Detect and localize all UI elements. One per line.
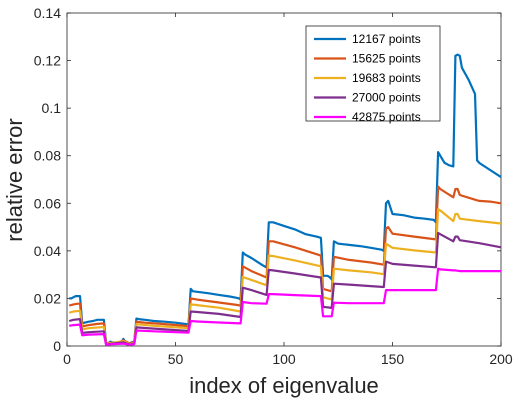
y-tick-label: 0.04 bbox=[34, 243, 61, 259]
y-tick-label: 0.06 bbox=[34, 195, 61, 211]
x-tick-label: 100 bbox=[272, 351, 296, 367]
x-tick-label: 150 bbox=[381, 351, 405, 367]
series-line-5 bbox=[69, 267, 501, 346]
y-axis-label: relative error bbox=[2, 118, 27, 241]
x-axis-label: index of eigenvalue bbox=[189, 373, 379, 398]
legend-entry: 15625 points bbox=[352, 52, 421, 66]
legend-box bbox=[305, 25, 441, 122]
legend: 12167 points 15625 points 19683 points 2700… bbox=[305, 25, 441, 124]
y-tick-label: 0.02 bbox=[34, 290, 61, 306]
y-tick-label: 0 bbox=[53, 338, 61, 354]
x-tick-label: 0 bbox=[63, 351, 71, 367]
y-tick-label: 0.12 bbox=[34, 53, 61, 69]
y-tick-label: 0.08 bbox=[34, 148, 61, 164]
x-tick-label: 200 bbox=[489, 351, 513, 367]
legend-entry: 19683 points bbox=[352, 71, 421, 85]
y-tick-label: 0.14 bbox=[34, 5, 61, 21]
legend-entry: 12167 points bbox=[352, 32, 421, 46]
legend-entry: 27000 points bbox=[352, 91, 421, 105]
y-tick-label: 0.1 bbox=[42, 100, 62, 116]
axis-ticks: 0 50 100 150 200 0 0.02 0.04 0.06 0.08 0.1 0.12 0.14 bbox=[34, 5, 513, 367]
legend-entry: 42875 points bbox=[352, 110, 421, 124]
series-lines bbox=[68, 53, 502, 346]
x-tick-label: 50 bbox=[168, 351, 184, 367]
